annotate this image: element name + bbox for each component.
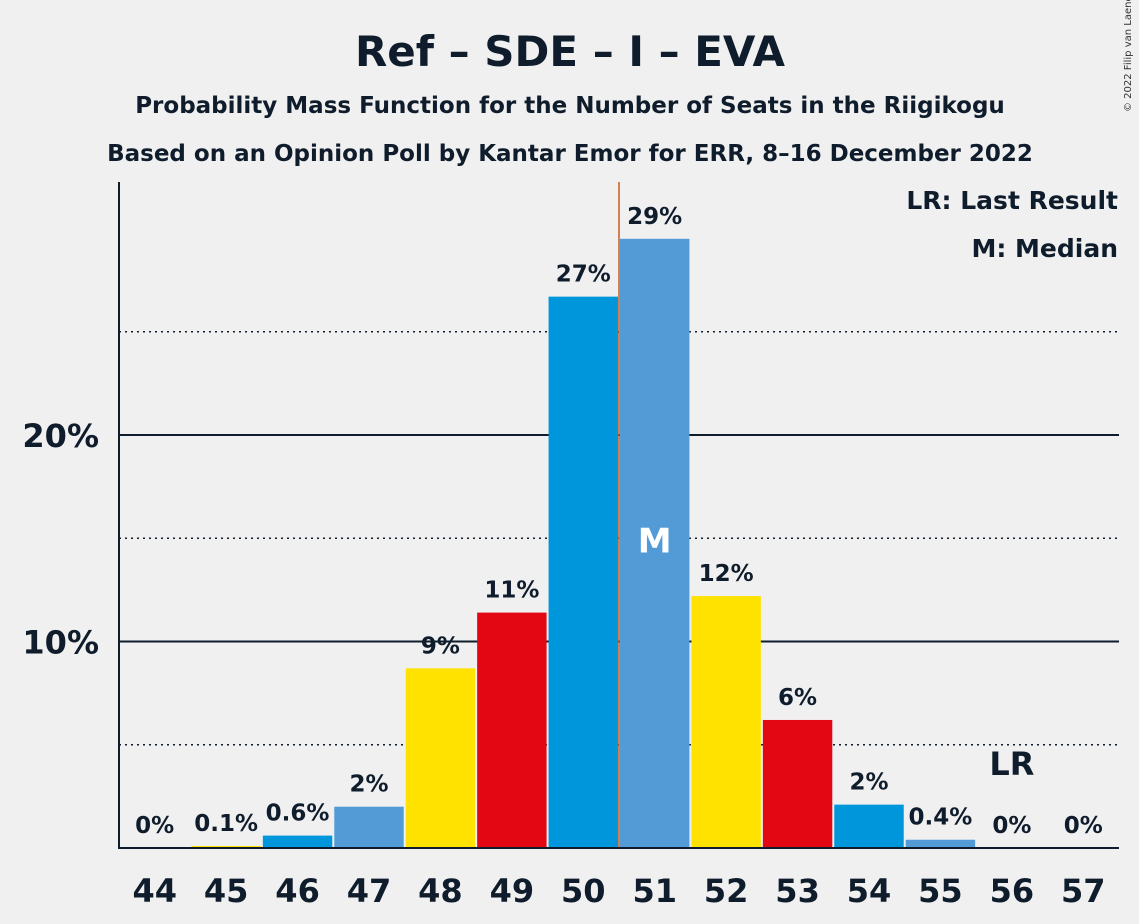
data-label: 2% — [349, 772, 388, 798]
last-result-marker: LR — [989, 745, 1034, 783]
bars: 44 0% 45 0.1% 46 0.6% 47 2% 48 9% 49 11% 50 27% 51 29% 5… — [132, 204, 1105, 910]
x-tick-label: 45 — [204, 872, 249, 910]
chart-subtitle-source: Based on an Opinion Poll by Kantar Emor … — [107, 141, 1033, 167]
bar-seat-53 — [762, 719, 833, 848]
data-label: 0.1% — [194, 811, 258, 837]
x-tick-label: 57 — [1061, 872, 1106, 910]
x-tick-label: 44 — [132, 872, 177, 910]
x-tick-label: 54 — [847, 872, 892, 910]
bar-seat-49 — [477, 612, 547, 848]
data-label: 0.6% — [266, 801, 330, 827]
data-label: 29% — [627, 204, 682, 230]
overlay: M LR — [618, 182, 1034, 848]
x-tick-label: 51 — [632, 872, 677, 910]
data-label: 12% — [699, 561, 754, 587]
bar-seat-51 — [620, 238, 690, 848]
x-tick-label: 52 — [704, 872, 749, 910]
x-tick-label: 48 — [418, 872, 463, 910]
median-marker: M — [638, 522, 672, 562]
data-label: 6% — [778, 685, 817, 711]
legend-median: M: Median — [971, 234, 1118, 263]
x-tick-label: 47 — [347, 872, 392, 910]
copyright-note: © 2022 Filip van Laenen — [1123, 0, 1134, 112]
x-tick-label: 55 — [918, 872, 963, 910]
data-label: 0% — [992, 813, 1031, 839]
bar-seat-54 — [834, 804, 904, 848]
bar-seat-46 — [262, 835, 333, 848]
bar-seat-52 — [691, 596, 761, 848]
data-label: 27% — [556, 262, 611, 288]
data-label: 0.4% — [909, 805, 973, 831]
legend-last-result: LR: Last Result — [906, 186, 1118, 215]
data-label: 0% — [1064, 813, 1103, 839]
x-tick-label: 50 — [561, 872, 606, 910]
chart-subtitle: Probability Mass Function for the Number… — [135, 93, 1005, 119]
x-tick-label: 56 — [990, 872, 1035, 910]
data-label: 11% — [484, 578, 539, 604]
x-tick-label: 49 — [490, 872, 535, 910]
bar-seat-45 — [191, 845, 261, 848]
x-tick-label: 53 — [775, 872, 820, 910]
x-tick-label: 46 — [275, 872, 320, 910]
bar-seat-50 — [548, 296, 618, 848]
data-label: 2% — [849, 770, 888, 796]
y-tick-label: 20% — [22, 417, 99, 455]
chart-title: Ref – SDE – I – EVA — [355, 27, 786, 76]
y-tick-label: 10% — [22, 624, 99, 662]
data-label: 9% — [421, 633, 460, 659]
bar-seat-47 — [334, 806, 404, 848]
bar-seat-55 — [905, 839, 976, 848]
bar-seat-48 — [405, 668, 476, 848]
data-label: 0% — [135, 813, 174, 839]
